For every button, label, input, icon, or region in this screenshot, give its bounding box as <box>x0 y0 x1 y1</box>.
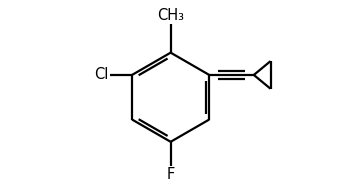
Text: Cl: Cl <box>94 67 108 82</box>
Text: CH₃: CH₃ <box>157 8 184 23</box>
Text: F: F <box>166 167 175 182</box>
